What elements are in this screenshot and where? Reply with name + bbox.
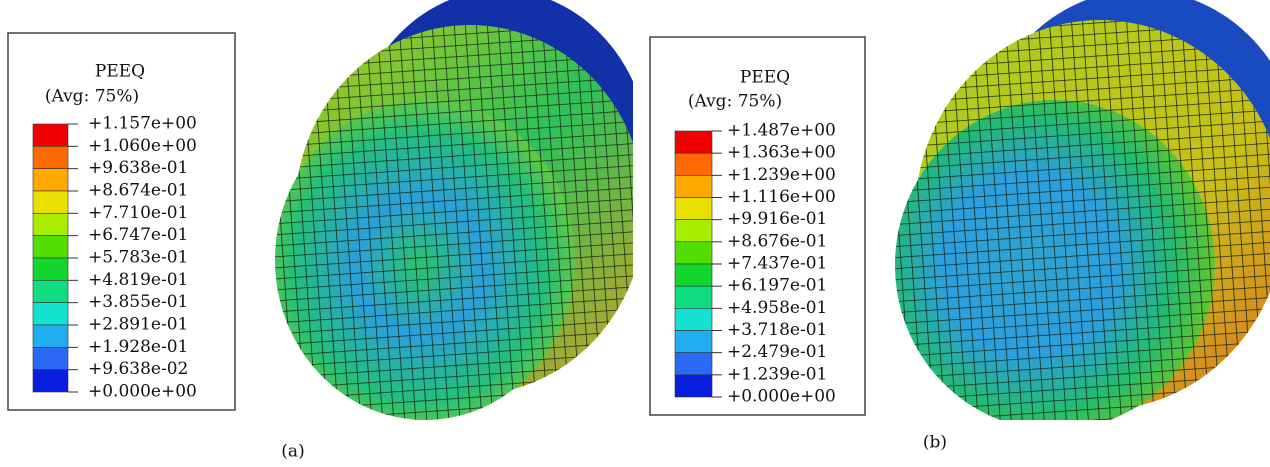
legend-label: +5.783e-01	[88, 248, 188, 268]
color-band	[674, 374, 713, 398]
color-band	[32, 235, 69, 259]
color-band	[674, 263, 713, 287]
legend-label: +6.747e-01	[88, 225, 188, 245]
color-band	[32, 324, 69, 348]
color-band	[32, 146, 69, 169]
color-band	[674, 219, 713, 243]
color-band	[674, 241, 713, 265]
color-band	[674, 130, 713, 154]
caption: (b)	[923, 433, 947, 453]
legend-label: +3.718e-01	[727, 320, 827, 340]
legend-label: +9.638e-02	[88, 359, 188, 379]
legend-subtitle: (Avg: 75%)	[688, 92, 782, 112]
legend-label: +1.157e+00	[88, 114, 197, 134]
legend-label: +7.437e-01	[727, 254, 827, 274]
legend-label: +2.891e-01	[88, 315, 188, 335]
legend-label: +1.116e+00	[727, 187, 836, 207]
legend-label: +0.000e+00	[727, 387, 836, 407]
color-band	[674, 352, 713, 376]
color-band	[32, 369, 69, 393]
color-band	[674, 308, 713, 331]
color-band	[674, 197, 713, 220]
legend-title: PEEQ	[95, 62, 145, 82]
legend-label: +1.239e-01	[727, 364, 827, 384]
color-band	[32, 213, 69, 236]
color-band	[674, 330, 713, 353]
color-band	[674, 175, 713, 198]
color-band	[32, 302, 69, 326]
legend-label: +2.479e-01	[727, 342, 827, 362]
legend-label: +4.958e-01	[727, 298, 827, 318]
legend-label: +1.363e+00	[727, 143, 836, 163]
color-band	[674, 285, 713, 309]
legend-label: +1.239e+00	[727, 165, 836, 185]
legend-label: +1.060e+00	[88, 136, 197, 156]
mesh-image	[895, 0, 1270, 420]
legend-label: +4.819e-01	[88, 270, 188, 290]
legend-label: +8.674e-01	[88, 181, 188, 201]
legend-label: +1.928e-01	[88, 337, 188, 357]
legend-label: +3.855e-01	[88, 292, 188, 312]
caption: (a)	[281, 442, 304, 462]
color-band	[32, 190, 69, 214]
legend-title: PEEQ	[740, 68, 790, 88]
legend-subtitle: (Avg: 75%)	[45, 87, 139, 107]
legend-label: +7.710e-01	[88, 203, 188, 223]
color-band	[32, 168, 69, 192]
color-band	[32, 257, 69, 281]
color-band	[32, 280, 69, 303]
legend-label: +9.638e-01	[88, 158, 188, 178]
legend-label: +8.676e-01	[727, 231, 827, 251]
legend-label: +1.487e+00	[727, 121, 836, 141]
legend-label: +6.197e-01	[727, 276, 827, 296]
mesh-image	[275, 0, 633, 420]
color-band	[32, 123, 69, 147]
color-band	[674, 152, 713, 176]
legend-label: +9.916e-01	[727, 209, 827, 229]
color-band	[32, 347, 69, 370]
legend-label: +0.000e+00	[88, 382, 197, 402]
